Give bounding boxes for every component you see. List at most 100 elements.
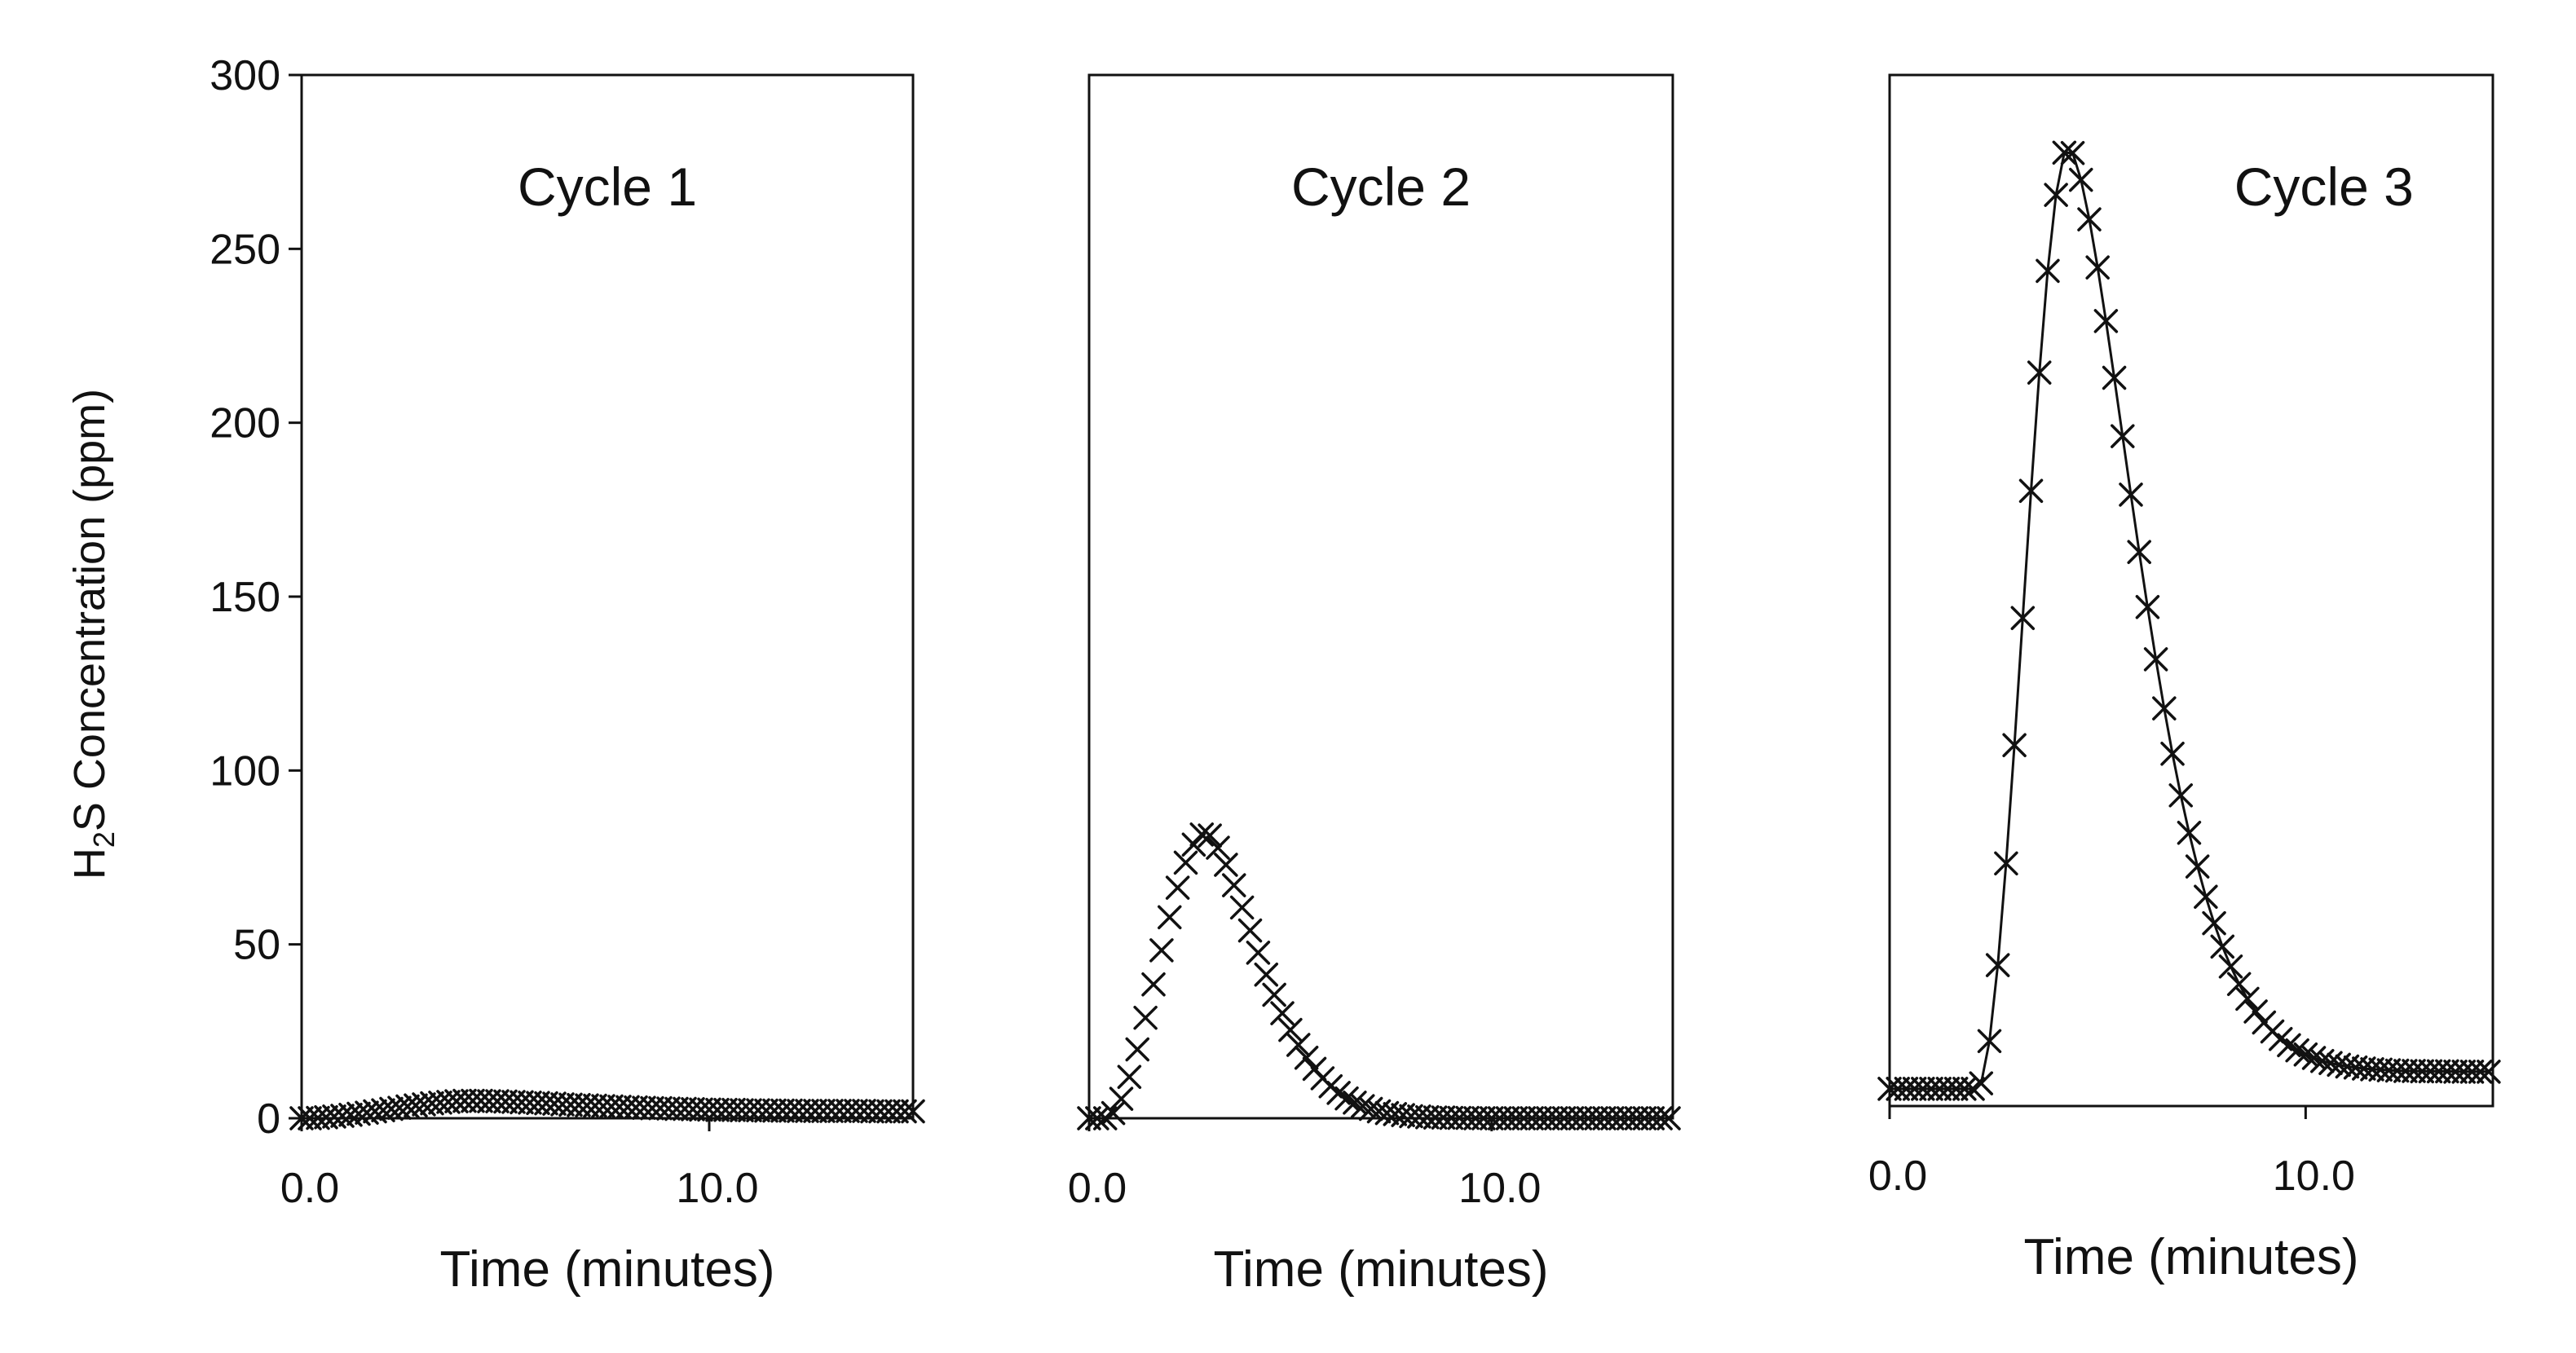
data-point — [1158, 905, 1182, 930]
data-point — [2152, 696, 2177, 721]
data-point — [827, 1099, 852, 1123]
y-tick-label: 100 — [210, 747, 280, 795]
data-point — [1181, 832, 1206, 857]
data-point — [2443, 1060, 2468, 1084]
data-point — [1278, 1017, 1303, 1042]
data-point — [2077, 207, 2102, 231]
y-tick-label: 0 — [257, 1095, 280, 1143]
plot-frame — [300, 73, 915, 1120]
data-point — [893, 1099, 917, 1124]
data-point — [1165, 875, 1190, 900]
data-point — [868, 1099, 893, 1124]
data-point — [2194, 884, 2218, 909]
data-point — [754, 1098, 779, 1123]
data-point — [1237, 918, 1263, 943]
data-point — [2036, 258, 2060, 284]
data-point — [2418, 1059, 2443, 1084]
data-point — [1141, 972, 1166, 997]
data-point — [795, 1099, 819, 1123]
data-point — [876, 1099, 901, 1124]
data-point — [1877, 1077, 1902, 1101]
data-point — [2210, 934, 2235, 959]
x-tick-label: 0.0 — [1068, 1165, 1127, 1212]
panel-title: Cycle 3 — [2234, 156, 2414, 217]
chart-panel-2: Cycle 2 0.0 10.0 Time (minutes) — [1068, 73, 1681, 1298]
svg-text:H2S Concentration (ppm): H2S Concentration (ppm) — [65, 389, 121, 879]
data-point — [2127, 540, 2151, 565]
data-point — [2044, 183, 2068, 207]
data-point — [1943, 1077, 1969, 1101]
data-point — [730, 1098, 754, 1122]
data-point — [1133, 1005, 1158, 1030]
x-axis-label: Time (minutes) — [2023, 1229, 2358, 1285]
data-point — [2052, 140, 2077, 165]
data-point — [2459, 1060, 2485, 1084]
data-point — [2426, 1059, 2451, 1084]
data-point — [819, 1099, 844, 1123]
x-tick-label: 10.0 — [676, 1165, 758, 1212]
data-point — [2226, 972, 2252, 997]
data-point — [2451, 1060, 2477, 1084]
data-point — [2218, 954, 2243, 979]
data-point — [2243, 999, 2268, 1024]
panel-title: Cycle 2 — [1291, 156, 1471, 217]
data-point — [2468, 1060, 2493, 1084]
data-point — [901, 1099, 925, 1124]
data-point — [2143, 647, 2168, 672]
data-point — [452, 1088, 477, 1113]
data-point — [884, 1099, 909, 1124]
data-point — [1994, 851, 2018, 876]
data-point — [1229, 895, 1255, 920]
data-point — [2002, 733, 2027, 757]
data-point — [1969, 1071, 1994, 1095]
y-axis-title-suffix: S Concentration (ppm) — [65, 389, 114, 831]
data-point — [2085, 255, 2110, 280]
plot-frame — [1087, 73, 1674, 1120]
data-point — [1173, 850, 1198, 875]
y-axis-title-subscript: 2 — [87, 831, 121, 848]
data-point — [787, 1099, 811, 1123]
data-point — [811, 1099, 836, 1123]
data-point — [2168, 783, 2193, 808]
data-point — [1286, 1033, 1311, 1057]
chart-panel-3: Cycle 3 0.0 10.0 Time (minutes) — [1868, 73, 2501, 1285]
data-point — [1125, 1037, 1150, 1062]
data-point — [705, 1098, 730, 1122]
data-point — [1919, 1077, 1943, 1101]
y-tick-label: 300 — [210, 52, 280, 99]
data-point — [2235, 986, 2260, 1011]
data-point — [2202, 910, 2226, 936]
data-point — [2069, 167, 2093, 192]
data-point — [1189, 822, 1215, 847]
data-point — [2435, 1059, 2459, 1084]
data-point — [1101, 1100, 1126, 1126]
x-tick-label: 10.0 — [1458, 1165, 1541, 1212]
data-point — [2402, 1059, 2426, 1083]
data-series — [289, 1088, 925, 1130]
y-tick-label: 50 — [233, 922, 280, 969]
data-point — [1085, 1106, 1109, 1130]
data-point — [2393, 1059, 2418, 1083]
data-point — [1656, 1106, 1681, 1130]
data-point — [2477, 1060, 2501, 1084]
data-point — [2185, 854, 2210, 879]
x-tick-label: 0.0 — [280, 1165, 339, 1212]
data-point — [2027, 360, 2052, 385]
data-point — [836, 1099, 860, 1123]
data-point — [1214, 853, 1238, 877]
data-point — [2384, 1058, 2410, 1083]
y-axis-ticks: 0 50 100 150 200 250 300 — [210, 52, 302, 1143]
data-point — [1886, 1077, 1910, 1101]
data-point — [1648, 1106, 1673, 1130]
data-point — [2119, 483, 2143, 507]
x-tick-label: 10.0 — [2273, 1152, 2355, 1200]
data-point — [2060, 140, 2085, 165]
data-point — [2160, 742, 2185, 766]
data-point — [1977, 1029, 2002, 1054]
data-series — [1877, 140, 2501, 1101]
x-tick-label: 0.0 — [1868, 1152, 1927, 1200]
data-point — [1351, 1094, 1375, 1118]
data-point — [1149, 938, 1174, 963]
data-point — [1911, 1077, 1935, 1101]
